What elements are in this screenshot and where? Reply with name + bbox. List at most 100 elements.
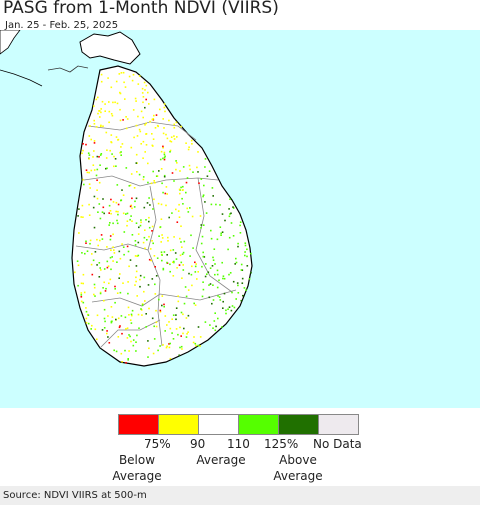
ndvi-pixel [175, 314, 177, 316]
ndvi-pixel [130, 146, 133, 149]
ndvi-pixel [169, 263, 171, 266]
ndvi-pixel [180, 335, 182, 337]
ndvi-pixel [121, 361, 123, 363]
ndvi-pixel [131, 234, 134, 236]
ndvi-pixel [166, 254, 168, 256]
ndvi-pixel [103, 327, 106, 329]
ndvi-pixel [142, 176, 145, 178]
ndvi-pixel [160, 251, 163, 253]
ndvi-pixel [164, 110, 166, 113]
ndvi-pixel [82, 143, 84, 145]
ndvi-pixel [132, 339, 135, 341]
ndvi-pixel [144, 247, 146, 250]
ndvi-pixel [230, 309, 233, 312]
ndvi-pixel [231, 291, 233, 294]
ndvi-pixel [81, 204, 84, 207]
ndvi-pixel [142, 157, 144, 159]
ndvi-pixel [125, 167, 128, 169]
ndvi-pixel [161, 182, 163, 185]
ndvi-pixel [115, 350, 118, 353]
legend-swatch-110-125 [238, 414, 279, 435]
ndvi-pixel [128, 350, 130, 352]
ndvi-pixel [140, 143, 142, 145]
ndvi-pixel [108, 204, 111, 207]
ndvi-pixel [106, 260, 109, 263]
ndvi-pixel [82, 178, 84, 181]
ndvi-pixel [192, 247, 194, 249]
ndvi-pixel [227, 308, 229, 310]
ndvi-pixel [203, 184, 205, 187]
ndvi-pixel [122, 246, 125, 248]
ndvi-pixel [180, 345, 183, 348]
ndvi-pixel [76, 260, 79, 262]
ndvi-pixel [77, 264, 80, 267]
ndvi-pixel [93, 150, 95, 152]
ndvi-pixel [100, 108, 102, 110]
ndvi-pixel [139, 130, 142, 133]
ndvi-pixel [180, 241, 182, 243]
ndvi-pixel [99, 217, 102, 220]
ndvi-pixel [163, 251, 166, 253]
ndvi-pixel [111, 153, 113, 155]
ndvi-pixel [115, 318, 117, 321]
ndvi-pixel [186, 207, 188, 210]
ndvi-pixel [140, 221, 142, 224]
ndvi-pixel [180, 225, 182, 227]
ndvi-pixel [151, 144, 154, 147]
ndvi-pixel [202, 255, 205, 258]
ndvi-pixel [110, 113, 113, 115]
ndvi-pixel [114, 158, 117, 160]
ndvi-pixel [85, 143, 87, 146]
ndvi-pixel [117, 210, 119, 213]
ndvi-pixel [194, 342, 197, 345]
ndvi-pixel [146, 239, 148, 241]
ndvi-pixel [235, 298, 237, 300]
ndvi-pixel [105, 167, 107, 170]
legend-swatches [118, 414, 359, 435]
ndvi-pixel [171, 332, 173, 334]
ndvi-pixel [140, 110, 143, 113]
ndvi-pixel [103, 317, 106, 320]
ndvi-pixel [210, 237, 213, 240]
ndvi-pixel [220, 232, 222, 235]
ndvi-pixel [175, 328, 178, 330]
ndvi-pixel [213, 320, 216, 322]
ndvi-pixel [139, 278, 141, 281]
ndvi-pixel [172, 314, 175, 316]
ndvi-pixel [130, 322, 133, 324]
ndvi-pixel [113, 165, 115, 168]
ndvi-pixel [107, 77, 109, 79]
ndvi-pixel [199, 345, 201, 347]
ndvi-pixel [135, 197, 138, 200]
ndvi-pixel [104, 290, 107, 292]
ndvi-pixel [119, 91, 121, 94]
ndvi-pixel [119, 108, 121, 111]
ndvi-pixel [153, 338, 156, 340]
india-coast [0, 69, 43, 87]
ndvi-pixel [112, 222, 114, 225]
ndvi-pixel [175, 258, 178, 260]
ndvi-pixel [107, 336, 109, 338]
ndvi-pixel [93, 283, 96, 286]
ndvi-pixel [102, 287, 104, 289]
ndvi-pixel [132, 344, 135, 347]
ndvi-pixel [182, 332, 184, 335]
ndvi-pixel [86, 250, 89, 252]
ndvi-pixel [103, 212, 105, 215]
ndvi-pixel [121, 189, 123, 191]
ndvi-pixel [129, 259, 132, 261]
ndvi-pixel [194, 261, 196, 264]
ndvi-pixel [131, 207, 133, 210]
ndvi-pixel [161, 234, 163, 236]
ndvi-pixel [89, 239, 92, 242]
ndvi-pixel [106, 149, 108, 151]
ndvi-pixel [163, 303, 165, 306]
ndvi-pixel [145, 98, 147, 101]
ndvi-pixel [195, 263, 197, 265]
ndvi-pixel [130, 215, 132, 217]
ndvi-pixel [171, 318, 173, 320]
ndvi-pixel [110, 141, 112, 143]
ndvi-pixel [168, 346, 171, 349]
ndvi-pixel [92, 259, 95, 262]
ndvi-pixel [185, 295, 188, 298]
